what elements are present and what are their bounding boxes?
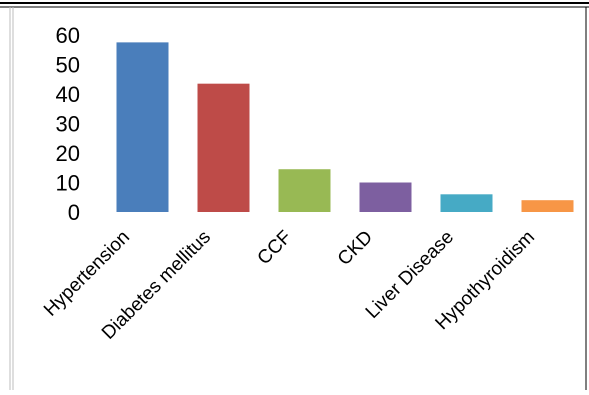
y-tick-label: 50 (56, 53, 80, 78)
bar-hypertension (116, 42, 169, 212)
y-tick-label: 30 (56, 112, 80, 137)
x-tick-label: CKD (334, 227, 377, 270)
bar-diabetes-mellitus (197, 83, 250, 212)
bar-ckd (359, 182, 412, 212)
y-tick-label: 40 (56, 82, 80, 107)
bars (116, 42, 574, 212)
y-axis-tick-labels: 0 10 20 30 40 50 60 (56, 23, 80, 225)
x-tick-label: CCF (254, 227, 296, 269)
bar-ccf (278, 169, 331, 212)
y-tick-label: 10 (56, 171, 80, 196)
bar-hypothyroidism (521, 200, 574, 212)
y-tick-label: 20 (56, 141, 80, 166)
bar-liver-disease (440, 194, 493, 212)
y-tick-label: 0 (68, 200, 80, 225)
y-tick-label: 60 (56, 23, 80, 48)
